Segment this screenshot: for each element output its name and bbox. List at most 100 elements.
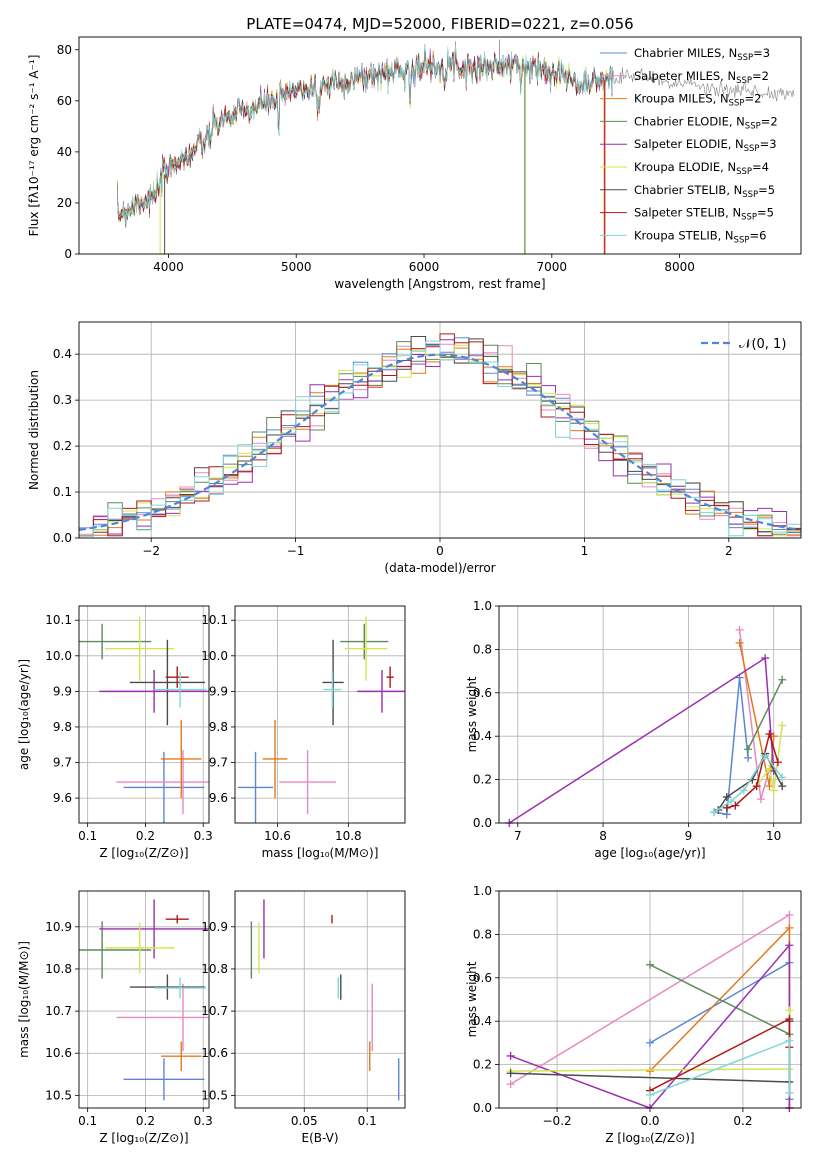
x-axis-label: (data-model)/error [384,561,495,575]
residual-histogram-panel: −2 −1 0 1 2 0.0 0.1 0.2 0.3 0.4 (data-model)/error… [27,321,802,575]
axes-frame [234,890,406,1109]
y-tick-label: 0.4 [53,347,72,361]
y-tick-label: 20 [57,196,72,210]
x-axis-label: age [log₁₀(age/yr)] [594,846,705,860]
y-tick-label: 0 [64,247,72,261]
x-axis-label: E(B-V) [301,1131,338,1145]
spectrum-series-line [117,44,613,228]
weight-point-marker [778,675,787,684]
y-tick-label: 0.8 [473,642,492,656]
weight-point-marker [785,941,794,950]
weight-point-marker [744,753,753,762]
x-tick-label: 6000 [409,260,440,274]
y-tick-label: 0.4 [473,729,492,743]
spectrum-series-line [117,43,613,225]
x-tick-label: 8000 [664,260,695,274]
x-tick-label: 0.2 [733,1114,752,1128]
y-tick-label: 1.0 [473,599,492,613]
weight-vs-metallicity-panel: −0.2 0.0 0.2 0.0 0.2 0.4 0.6 0.8 1.0 Z [log₁₀(Z/Z… [465,884,802,1145]
axes-frame [234,605,406,824]
weight-series-line [747,679,783,750]
x-tick-label: 0.1 [78,1114,97,1128]
axes-frame [498,605,802,824]
x-tick-label: 10 [766,829,781,843]
weight-point-marker [785,1015,794,1024]
weight-point-marker [506,1080,515,1089]
y-axis-label: Normed distribution [27,370,41,490]
x-tick-label: 8 [599,829,607,843]
spectrum-data-line [602,67,795,102]
weight-point-marker [722,792,731,801]
legend-label: Kroupa ELODIE, NSSP=4 [634,160,769,177]
weight-series-line [713,677,749,816]
y-tick-label: 0.2 [53,439,72,453]
y-tick-label: 9.9 [209,684,228,698]
y-tick-label: 10.9 [45,920,72,934]
y-tick-label: 0.6 [473,971,492,985]
y-tick-label: 10.7 [201,1004,228,1018]
histogram-step-series [79,340,801,537]
x-tick-label: 0.3 [194,1114,213,1128]
weight-point-marker [735,625,744,634]
axes-frame [498,890,802,1109]
y-tick-label: 10.6 [201,1046,228,1060]
weight-point-marker [646,1038,654,1047]
y-tick-label: 0.1 [53,485,72,499]
y-axis-label: mass weight [465,676,479,752]
weight-point-marker [756,795,765,804]
y-tick-label: 0.2 [473,1058,492,1072]
normal-reference-curve [79,353,801,531]
legend-label: Chabrier STELIB, NSSP=5 [634,183,775,200]
legend-label: Chabrier MILES, NSSP=3 [634,46,770,63]
legend-label: Chabrier ELODIE, NSSP=2 [634,114,778,131]
x-axis-label: Z [log₁₀(Z/Z⊙)] [99,846,188,860]
x-tick-label: 0.2 [136,829,155,843]
y-tick-label: 9.6 [53,791,72,805]
x-tick-label: 0.0 [640,1114,659,1128]
y-tick-label: 1.0 [473,884,492,898]
y-axis-label: mass weight [465,961,479,1037]
weight-series-line [649,964,790,1035]
x-tick-label: 10.6 [264,829,291,843]
weight-point-marker [765,730,774,739]
mass-vs-metallicity-panel: 0.1 0.2 0.3 10.5 10.6 10.7 10.8 10.9 Z [log₁₀(Z/… [17,890,213,1145]
weight-point-marker [646,1067,654,1076]
weight-point-marker [778,721,787,730]
x-axis-label: Z [log₁₀(Z/Z⊙)] [99,1131,188,1145]
x-tick-label: 0 [436,544,444,558]
y-tick-label: 10.0 [45,649,72,663]
y-axis-label: Flux [fλ10⁻¹⁷ erg cm⁻² s⁻¹ A⁻¹] [27,55,41,237]
weight-point-marker [761,751,770,760]
y-tick-label: 0.3 [53,393,72,407]
weight-point-marker [785,1006,794,1015]
weight-point-marker [765,764,774,773]
weight-point-marker [769,786,778,795]
weight-point-marker [785,1088,794,1097]
legend-label: Salpeter STELIB, NSSP=5 [634,206,774,223]
weight-vs-age-panel: 7 8 9 10 0.0 0.2 0.4 0.6 0.8 1.0 age [log₁₀(age/yr… [465,599,802,860]
x-tick-label: 0.1 [78,829,97,843]
legend-label: Kroupa MILES, NSSP=2 [634,92,761,109]
weight-point-marker [785,910,794,919]
weight-point-marker [709,808,718,817]
weight-point-marker [773,758,782,767]
y-tick-label: 9.8 [53,720,72,734]
age-vs-mass-panel: 10.6 10.8 9.6 9.7 9.8 9.9 10.0 10.1 mass [log₁₀(… [201,605,406,860]
figure-title: PLATE=0474, MJD=52000, FIBERID=0221, z=0… [246,15,633,33]
legend-label: Salpeter MILES, NSSP=2 [634,69,769,86]
weight-point-marker [744,745,753,754]
spectrum-series-line [117,42,613,222]
x-tick-label: 0.3 [194,829,213,843]
x-tick-label: 2 [725,544,733,558]
y-tick-label: 0.0 [53,531,72,545]
weight-point-marker [785,923,794,932]
y-tick-label: 10.9 [201,920,228,934]
y-tick-label: 0.0 [473,816,492,830]
weight-point-marker [506,1069,515,1078]
y-tick-label: 0.6 [473,686,492,700]
weight-point-marker [735,638,744,647]
y-tick-label: 0.0 [473,1101,492,1115]
x-tick-label: −2 [142,544,160,558]
x-axis-label: wavelength [Angstrom, rest frame] [334,277,545,291]
